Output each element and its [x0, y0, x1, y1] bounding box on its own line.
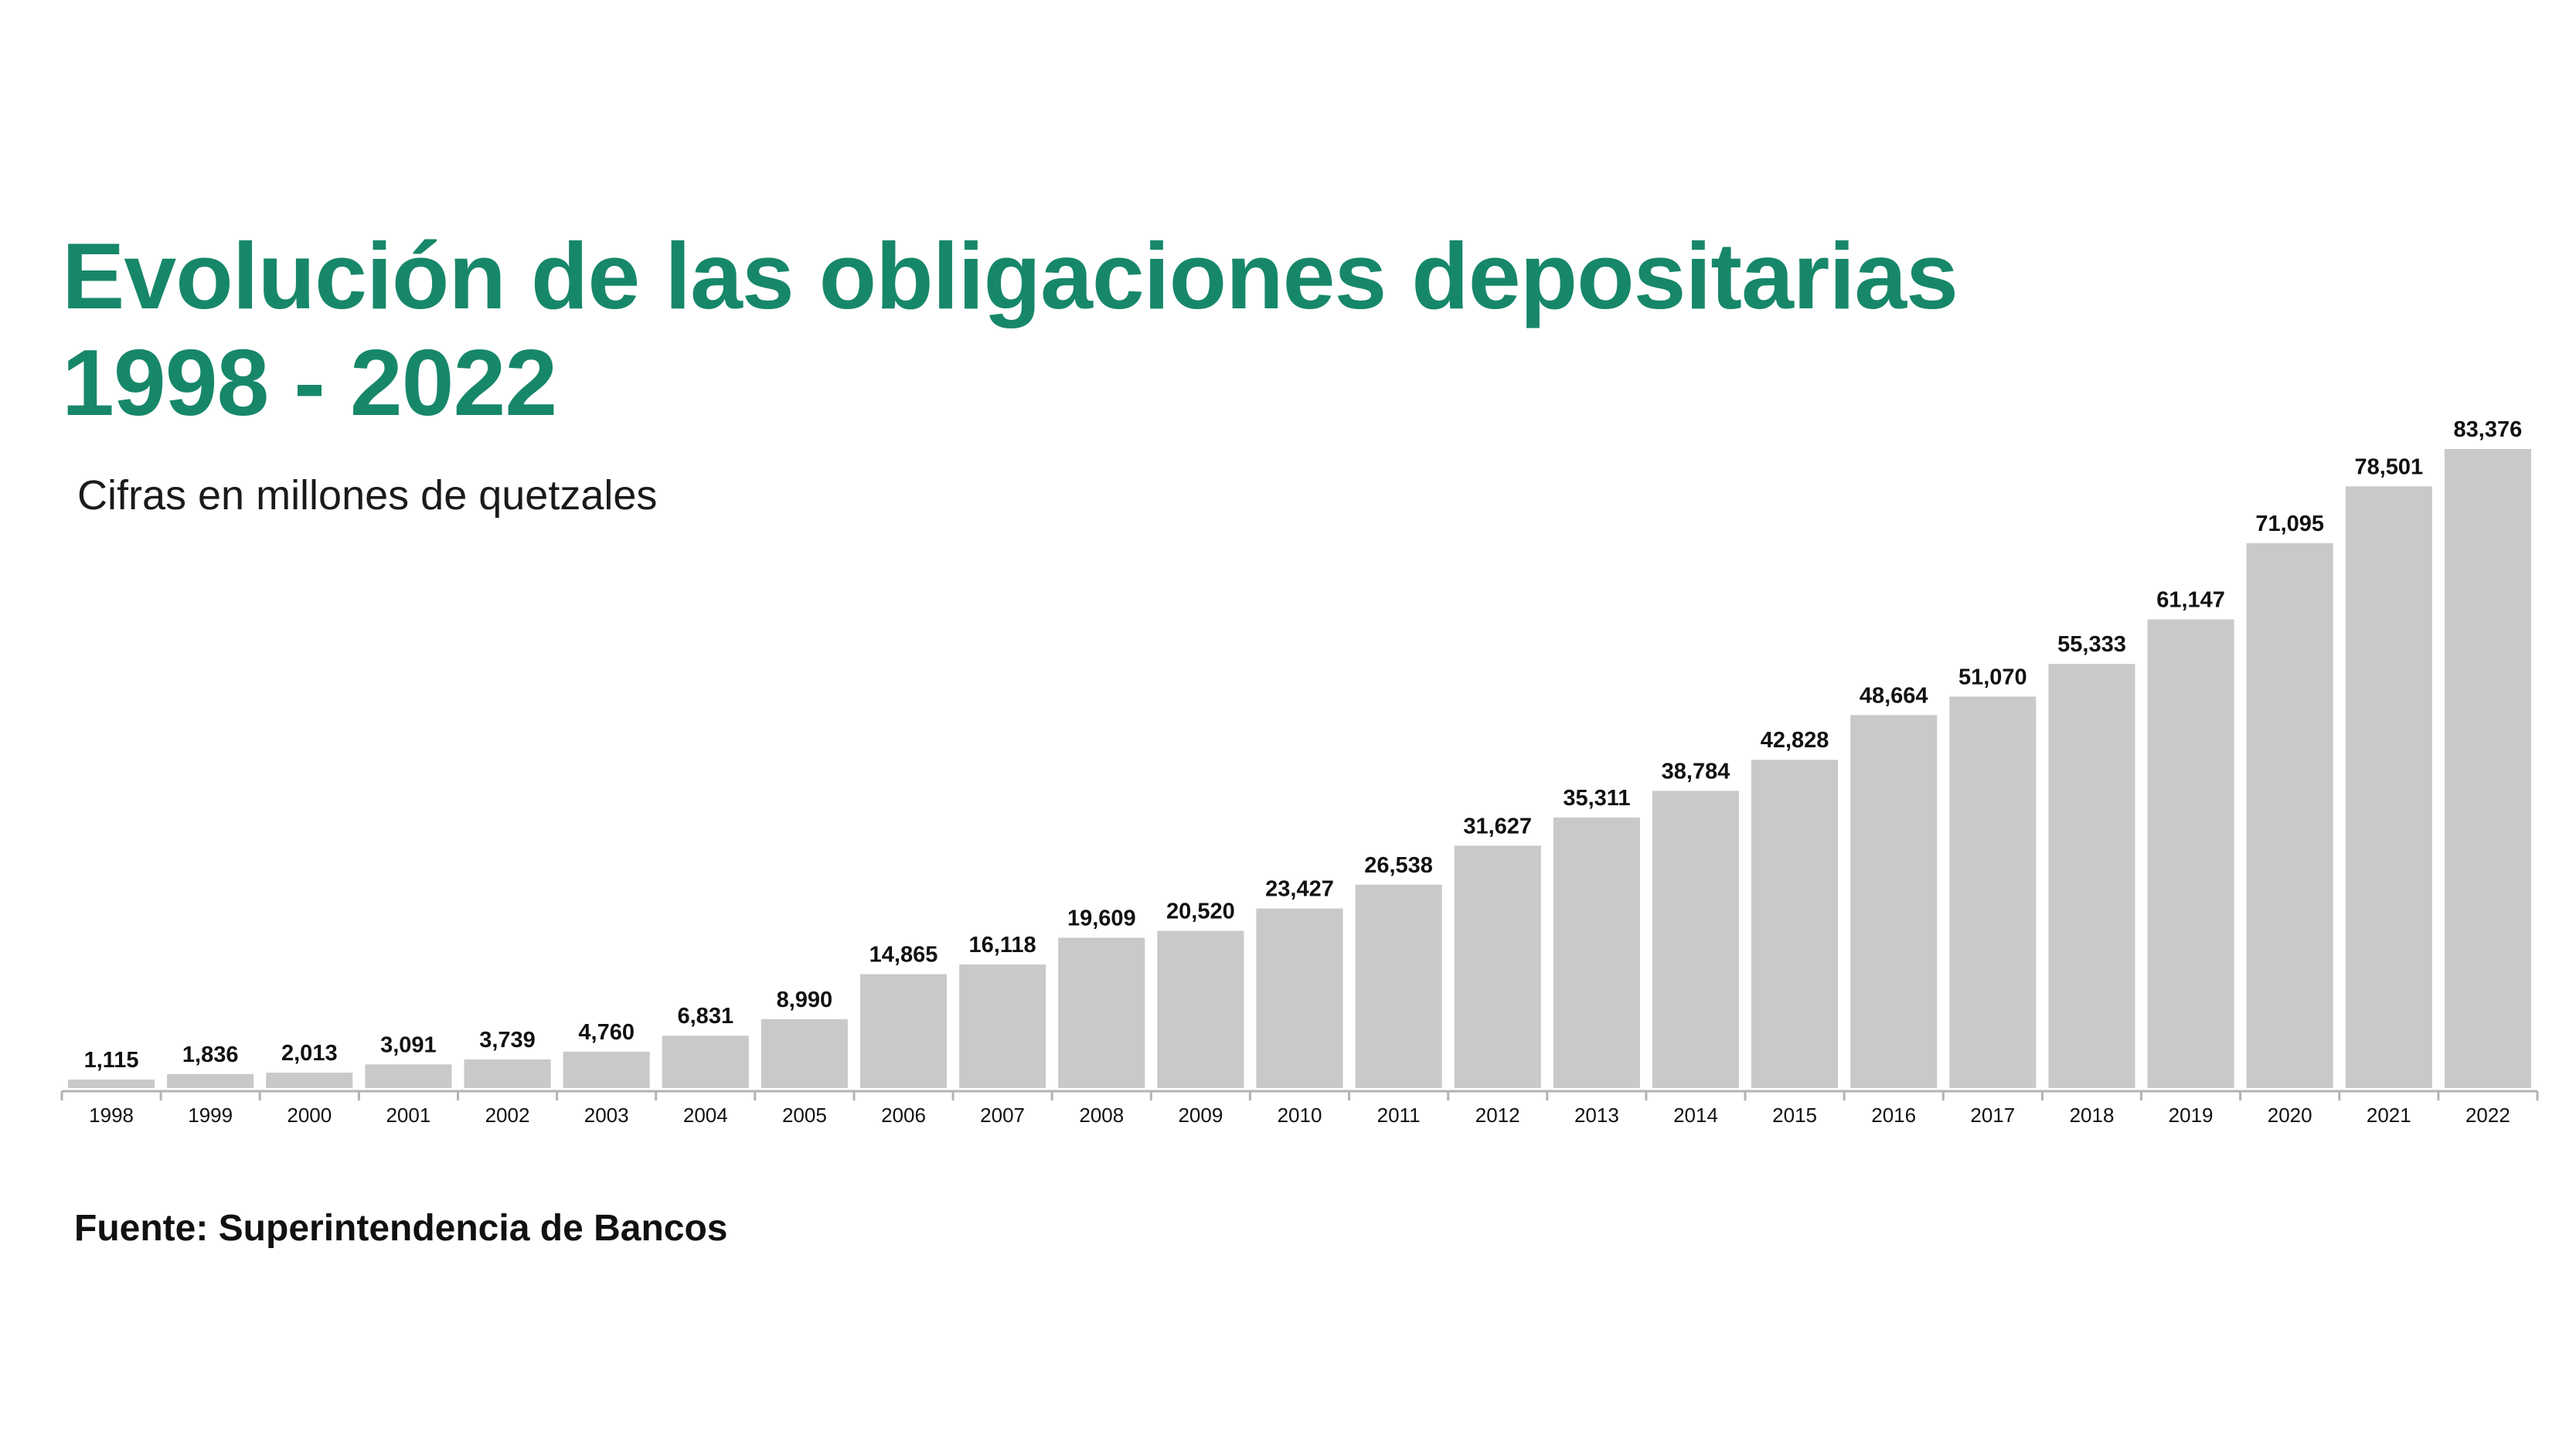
tick-label-2002: 2002: [485, 1104, 530, 1127]
value-label-1999: 1,836: [182, 1043, 239, 1067]
tick-label-2007: 2007: [980, 1104, 1025, 1127]
bar-2014: [1652, 791, 1739, 1088]
bar-2003: [563, 1051, 650, 1088]
tick-label-2005: 2005: [782, 1104, 827, 1127]
tick-label-2019: 2019: [2169, 1104, 2214, 1127]
bar-2012: [1454, 845, 1541, 1088]
bar-2001: [365, 1064, 452, 1088]
bar-2018: [2048, 664, 2135, 1088]
tick-label-2010: 2010: [1278, 1104, 1322, 1127]
value-label-2006: 14,865: [869, 943, 938, 968]
value-label-2011: 26,538: [1364, 853, 1433, 878]
tick-label-2000: 2000: [287, 1104, 332, 1127]
bar-2005: [761, 1019, 848, 1088]
value-label-2018: 55,333: [2057, 632, 2126, 657]
value-label-2019: 61,147: [2156, 588, 2225, 613]
tick-label-1998: 1998: [89, 1104, 134, 1127]
bar-2009: [1157, 930, 1244, 1088]
value-label-2008: 19,609: [1067, 906, 1136, 931]
chart-title: Evolución de las obligaciones depositari…: [62, 223, 1958, 436]
bar-1998: [68, 1079, 155, 1088]
value-label-2002: 3,739: [479, 1028, 536, 1053]
chart-title-line2: 1998 - 2022: [62, 330, 557, 435]
tick-label-2020: 2020: [2268, 1104, 2312, 1127]
value-label-2017: 51,070: [1958, 665, 2027, 689]
tick-label-2004: 2004: [683, 1104, 728, 1127]
value-label-2013: 35,311: [1563, 786, 1630, 811]
bar-1999: [167, 1073, 254, 1088]
x-axis-ticks: [60, 1091, 2539, 1100]
value-label-2022: 83,376: [2454, 417, 2523, 442]
value-label-1998: 1,115: [84, 1048, 139, 1073]
bar-2006: [860, 974, 948, 1088]
bar-2015: [1751, 760, 1839, 1088]
tick-label-2022: 2022: [2465, 1104, 2510, 1127]
tick-label-2017: 2017: [1970, 1104, 2015, 1127]
bar-2019: [2147, 619, 2234, 1088]
bars-group: [68, 449, 2531, 1088]
bar-2017: [1949, 696, 2037, 1088]
bar-2000: [266, 1073, 353, 1088]
tick-label-2013: 2013: [1574, 1104, 1619, 1127]
bar-2002: [464, 1059, 551, 1088]
value-label-2014: 38,784: [1662, 759, 1730, 784]
bar-2007: [959, 964, 1046, 1088]
value-label-2009: 20,520: [1166, 900, 1235, 924]
tick-label-2014: 2014: [1673, 1104, 1718, 1127]
value-labels-group: 1,115 1,836 2,013 3,091 3,739 4,760 6,831 8,990…: [84, 417, 2523, 1073]
tick-label-2006: 2006: [881, 1104, 926, 1127]
value-label-2020: 71,095: [2255, 512, 2324, 536]
chart-title-line1: Evolución de las obligaciones depositari…: [62, 223, 1958, 328]
tick-label-2008: 2008: [1079, 1104, 1124, 1127]
value-label-2012: 31,627: [1463, 814, 1532, 838]
tick-label-2021: 2021: [2367, 1104, 2411, 1127]
bar-2022: [2444, 449, 2531, 1088]
bar-2020: [2246, 543, 2333, 1088]
bar-2011: [1355, 884, 1442, 1088]
value-label-2003: 4,760: [578, 1020, 635, 1045]
value-label-2016: 48,664: [1860, 683, 1928, 708]
chart-subtitle: Cifras en millones de quetzales: [77, 472, 658, 519]
value-label-2005: 8,990: [777, 988, 833, 1012]
source-note: Fuente: Superintendencia de Bancos: [74, 1208, 728, 1249]
tick-label-2018: 2018: [2070, 1104, 2115, 1127]
bar-2016: [1850, 715, 1938, 1088]
value-label-2007: 16,118: [969, 933, 1036, 957]
value-label-2001: 3,091: [380, 1032, 437, 1057]
value-label-2021: 78,501: [2354, 454, 2423, 479]
tick-label-2015: 2015: [1772, 1104, 1817, 1127]
value-label-2000: 2,013: [281, 1041, 338, 1066]
tick-label-2016: 2016: [1871, 1104, 1916, 1127]
tick-label-2012: 2012: [1475, 1104, 1520, 1127]
bar-2010: [1256, 908, 1343, 1088]
bar-2021: [2345, 486, 2432, 1088]
tick-label-2001: 2001: [386, 1104, 430, 1127]
bar-2013: [1553, 817, 1640, 1088]
bar-2008: [1058, 937, 1145, 1088]
tick-label-2011: 2011: [1377, 1104, 1421, 1127]
value-label-2004: 6,831: [678, 1004, 734, 1029]
tick-label-1999: 1999: [188, 1104, 233, 1127]
bar-2004: [662, 1036, 749, 1088]
tick-label-2003: 2003: [584, 1104, 629, 1127]
value-label-2015: 42,828: [1761, 728, 1829, 753]
x-axis-tick-labels: 1998 1999 2000 2001 2002 2003 2004 2005 2006 2007…: [89, 1104, 2510, 1127]
tick-label-2009: 2009: [1178, 1104, 1223, 1127]
value-label-2010: 23,427: [1265, 877, 1334, 902]
